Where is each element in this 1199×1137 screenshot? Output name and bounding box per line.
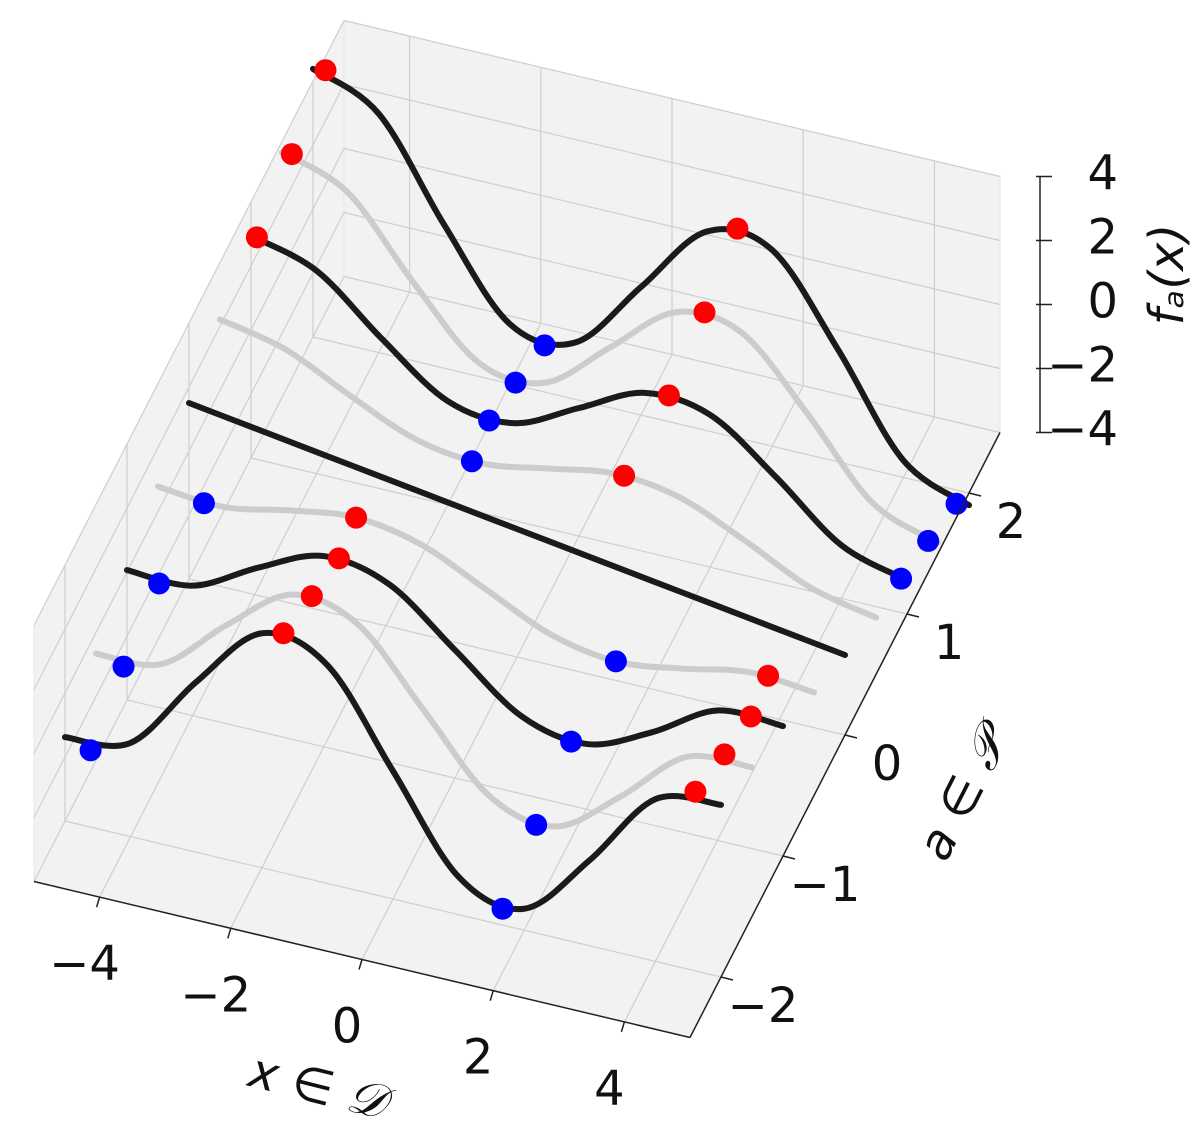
curve-group (124, 552, 786, 748)
y-tick-label: −1 (790, 857, 861, 913)
marker (314, 59, 337, 82)
y-tick-label: 0 (872, 736, 903, 792)
tick-mark (782, 855, 796, 860)
marker (478, 409, 501, 432)
tick-mark (227, 928, 232, 939)
grid-line (188, 578, 846, 736)
z-axis-label: fₐ(x) (1139, 224, 1195, 326)
curve (310, 65, 972, 509)
grid-line (250, 457, 908, 615)
marker (79, 739, 102, 762)
tick-mark (620, 1021, 626, 1033)
curve (186, 400, 848, 658)
axis-line (689, 432, 1001, 1038)
tick-mark (95, 896, 101, 908)
marker (112, 655, 135, 678)
z-tick-label: −2 (1047, 338, 1118, 394)
tick-mark (968, 492, 982, 497)
marker (280, 143, 303, 166)
z-tick-label: 4 (1087, 146, 1118, 202)
marker (693, 301, 716, 324)
marker (272, 622, 295, 645)
y-tick-label: 1 (934, 615, 965, 671)
marker (560, 730, 583, 753)
grid-line (126, 699, 784, 857)
z-tick-label: −4 (1047, 402, 1118, 458)
x-tick-label: 0 (332, 999, 363, 1055)
marker (533, 334, 556, 357)
marker (491, 897, 514, 920)
marker (148, 572, 171, 595)
marker (726, 217, 749, 240)
axis-line (33, 880, 691, 1039)
marker (504, 371, 527, 394)
marker (917, 529, 940, 552)
marker (604, 650, 627, 673)
grid-line (343, 275, 1001, 434)
grid-line (33, 84, 345, 690)
grid-line (33, 212, 345, 818)
x-tick-label: 2 (463, 1030, 494, 1086)
curve-group (155, 483, 817, 696)
curve-group (93, 591, 755, 830)
x-tick-label: −4 (49, 936, 120, 992)
tick-mark (489, 990, 494, 1001)
curve (124, 552, 786, 748)
tick-mark (720, 976, 734, 981)
tick-mark (358, 959, 363, 970)
marker (192, 492, 215, 515)
marker (684, 780, 707, 803)
curve-group (248, 232, 910, 584)
grid-line (343, 19, 1001, 178)
marker (327, 547, 350, 570)
curve-group (186, 400, 848, 658)
marker (525, 813, 548, 836)
curve (248, 232, 910, 584)
curve (279, 149, 941, 546)
y-tick-label: −2 (728, 978, 799, 1034)
x-tick-label: −2 (180, 967, 251, 1023)
grid-line (343, 83, 1001, 242)
grid-line (33, 20, 345, 626)
curves (62, 65, 972, 913)
marker (757, 664, 780, 687)
marker (300, 585, 323, 608)
marker (460, 450, 483, 473)
grid-line (64, 820, 722, 978)
y-tick-label: 2 (996, 494, 1027, 550)
markers (79, 59, 968, 920)
tick-mark (906, 613, 920, 618)
curve (217, 316, 879, 621)
grid-line (33, 276, 345, 882)
z-tick-label: 0 (1087, 274, 1118, 330)
tick-mark (844, 734, 858, 739)
marker (739, 705, 762, 728)
marker (245, 226, 268, 249)
marker (613, 464, 636, 487)
curve (62, 629, 724, 913)
marker (657, 384, 680, 407)
curve-group (62, 629, 724, 913)
curve (93, 591, 755, 830)
x-tick-label: 4 (594, 1061, 625, 1117)
y-axis-label: a ∈ 𝒫 (906, 711, 1023, 869)
marker (713, 743, 736, 766)
marker (345, 506, 368, 529)
marker (945, 492, 968, 515)
curve-group (279, 149, 941, 546)
curve-group (310, 65, 972, 509)
grid-line (343, 147, 1001, 306)
grid-line (312, 336, 970, 494)
marker (890, 567, 913, 590)
curve-group (217, 316, 879, 621)
axes: −4 −2 0 2 4 −2 −1 0 1 2 −4 −2 0 2 4 x ∈ 𝒟 a ∈ 𝒫 fₐ(x) (33, 146, 1195, 1133)
z-tick-label: 2 (1087, 210, 1118, 266)
curve (155, 483, 817, 696)
grid-line (33, 148, 345, 754)
x-axis-label: x ∈ 𝒟 (242, 1042, 401, 1133)
